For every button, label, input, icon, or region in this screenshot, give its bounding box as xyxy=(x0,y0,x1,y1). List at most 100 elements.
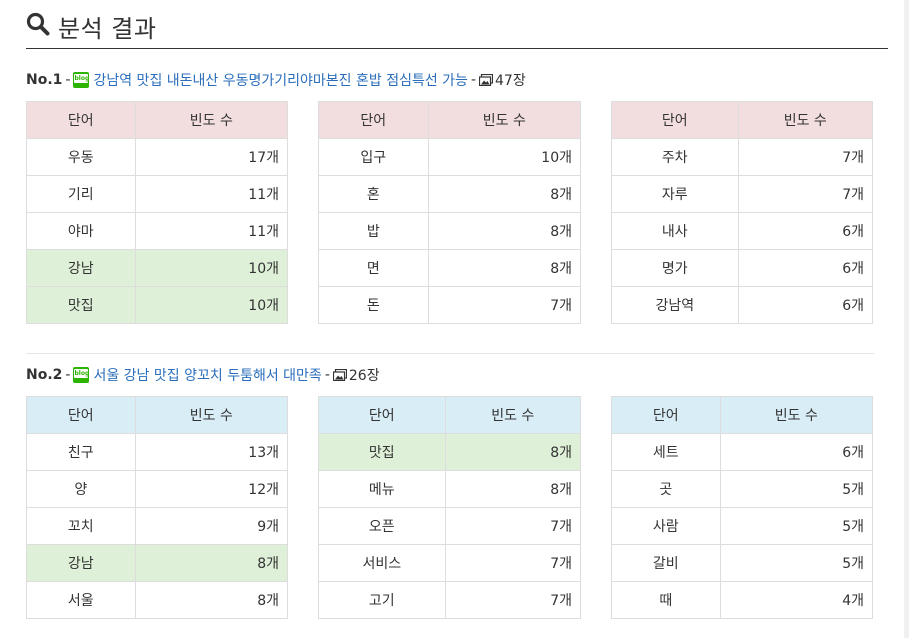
blog-icon: blog xyxy=(73,72,90,88)
table-row: 돈 7개 xyxy=(318,286,582,324)
freq-table-2-2: 단어 빈도 수 맛집 8개 메뉴 8개 오픈 7개 서비스 7개 고기 7개 xyxy=(318,396,582,619)
freq-table-2-3: 단어 빈도 수 세트 6개 곳 5개 사람 5개 갈비 5개 때 4개 xyxy=(611,396,874,619)
scrollbar-track[interactable] xyxy=(904,0,909,638)
count-cell: 7개 xyxy=(444,544,582,582)
count-cell: 5개 xyxy=(719,544,874,582)
word-cell: 강남 xyxy=(26,544,136,582)
count-cell: 7개 xyxy=(737,138,874,176)
table-row: 주차 7개 xyxy=(611,138,874,176)
column-header-freq: 빈도 수 xyxy=(134,396,289,434)
word-cell: 곳 xyxy=(611,470,721,508)
word-cell: 밥 xyxy=(318,212,429,250)
word-cell: 맛집 xyxy=(318,433,446,471)
word-cell: 서울 xyxy=(26,581,136,619)
count-cell: 11개 xyxy=(134,175,289,213)
word-cell: 친구 xyxy=(26,433,136,471)
word-cell: 때 xyxy=(611,581,721,619)
page-header: 분석 결과 xyxy=(26,6,888,49)
freq-table-1-2: 단어 빈도 수 입구 10개 혼 8개 밥 8개 면 8개 돈 7개 xyxy=(318,101,582,324)
post-number: No.2 xyxy=(26,367,63,383)
word-cell: 야마 xyxy=(26,212,136,250)
column-header-word: 단어 xyxy=(318,396,446,434)
post-title-link[interactable]: 강남역 맛집 내돈내산 우동명가기리야마본진 혼밥 점심특선 가능 xyxy=(93,73,468,89)
count-cell: 4개 xyxy=(719,581,874,619)
separator-dash: - xyxy=(470,72,476,88)
freq-table-1-1: 단어 빈도 수 우동 17개 기리 11개 야마 11개 강남 10개 맛집 10개 xyxy=(26,101,289,324)
table-row: 면 8개 xyxy=(318,249,582,287)
separator-dash: - xyxy=(65,367,71,383)
word-cell: 맛집 xyxy=(26,286,136,324)
column-header-freq: 빈도 수 xyxy=(134,101,289,139)
separator-dash: - xyxy=(324,367,330,383)
count-cell: 7개 xyxy=(444,581,582,619)
count-cell: 6개 xyxy=(719,433,874,471)
table-row-highlighted: 맛집 8개 xyxy=(318,433,582,471)
count-cell: 5개 xyxy=(719,507,874,545)
word-cell: 우동 xyxy=(26,138,136,176)
table-row: 메뉴 8개 xyxy=(318,470,582,508)
count-cell: 10개 xyxy=(134,286,289,324)
column-header-freq: 빈도 수 xyxy=(719,396,874,434)
table-row: 양 12개 xyxy=(26,470,289,508)
word-cell: 서비스 xyxy=(318,544,446,582)
count-cell: 8개 xyxy=(427,175,582,213)
table-row: 서비스 7개 xyxy=(318,544,582,582)
word-cell: 입구 xyxy=(318,138,429,176)
column-header-freq: 빈도 수 xyxy=(427,101,582,139)
table-row-highlighted: 맛집 10개 xyxy=(26,286,289,324)
table-row: 야마 11개 xyxy=(26,212,289,250)
column-header-word: 단어 xyxy=(611,101,739,139)
count-cell: 8개 xyxy=(134,544,289,582)
word-cell: 갈비 xyxy=(611,544,721,582)
post-number: No.1 xyxy=(26,72,63,88)
word-cell: 꼬치 xyxy=(26,507,136,545)
image-count: 26장 xyxy=(348,368,380,384)
table-row: 때 4개 xyxy=(611,581,874,619)
word-cell: 자루 xyxy=(611,175,739,213)
table-row-highlighted: 강남 8개 xyxy=(26,544,289,582)
count-cell: 10개 xyxy=(134,249,289,287)
count-cell: 8개 xyxy=(444,433,582,471)
count-cell: 8개 xyxy=(444,470,582,508)
word-cell: 명가 xyxy=(611,249,739,287)
post-title-link[interactable]: 서울 강남 맛집 양꼬치 두툼해서 대만족 xyxy=(93,368,322,384)
count-cell: 8개 xyxy=(134,581,289,619)
count-cell: 11개 xyxy=(134,212,289,250)
search-icon xyxy=(26,12,50,36)
image-icon xyxy=(479,74,493,86)
table-row: 꼬치 9개 xyxy=(26,507,289,545)
separator-dash: - xyxy=(65,72,71,88)
table-row: 입구 10개 xyxy=(318,138,582,176)
column-header-word: 단어 xyxy=(26,101,136,139)
table-row: 친구 13개 xyxy=(26,433,289,471)
table-row: 사람 5개 xyxy=(611,507,874,545)
count-cell: 5개 xyxy=(719,470,874,508)
table-row: 혼 8개 xyxy=(318,175,582,213)
section-divider xyxy=(26,353,874,354)
count-cell: 17개 xyxy=(134,138,289,176)
table-row: 밥 8개 xyxy=(318,212,582,250)
table-row: 명가 6개 xyxy=(611,249,874,287)
column-header-word: 단어 xyxy=(611,396,721,434)
image-icon xyxy=(332,369,347,381)
table-row: 강남역 6개 xyxy=(611,286,874,324)
table-row: 곳 5개 xyxy=(611,470,874,508)
table-row: 세트 6개 xyxy=(611,433,874,471)
count-cell: 9개 xyxy=(134,507,289,545)
word-cell: 강남 xyxy=(26,249,136,287)
word-cell: 주차 xyxy=(611,138,739,176)
word-cell: 메뉴 xyxy=(318,470,446,508)
word-cell: 내사 xyxy=(611,212,739,250)
count-cell: 7개 xyxy=(444,507,582,545)
word-cell: 고기 xyxy=(318,581,446,619)
word-cell: 기리 xyxy=(26,175,136,213)
table-row: 오픈 7개 xyxy=(318,507,582,545)
table-row: 우동 17개 xyxy=(26,138,289,176)
table-row: 갈비 5개 xyxy=(611,544,874,582)
image-count: 47장 xyxy=(495,73,526,89)
count-cell: 7개 xyxy=(427,286,582,324)
table-row: 기리 11개 xyxy=(26,175,289,213)
column-header-freq: 빈도 수 xyxy=(444,396,582,434)
table-row: 서울 8개 xyxy=(26,581,289,619)
word-cell: 면 xyxy=(318,249,429,287)
